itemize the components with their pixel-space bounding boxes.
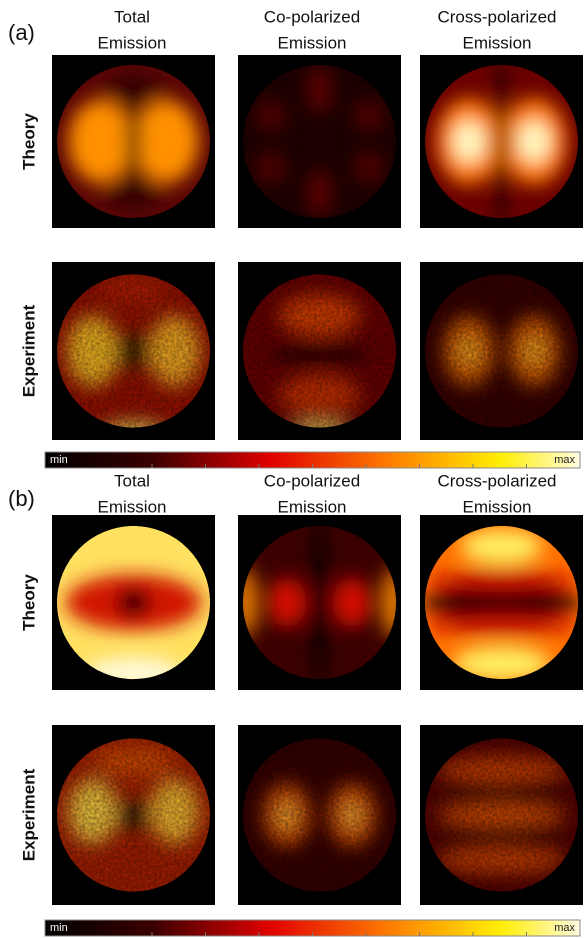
colorbar-max: max	[554, 454, 575, 466]
colorbar-max: max	[554, 922, 575, 934]
heatmap-image	[52, 725, 215, 905]
emission-lobe	[428, 613, 575, 634]
heatmap-image	[420, 515, 583, 690]
emission-lobe	[84, 658, 183, 680]
colorbar-min: min	[50, 922, 68, 934]
emission-lobe	[254, 150, 287, 185]
emission-lobe	[352, 98, 385, 133]
emission-lobe	[383, 567, 397, 638]
column-header: Cross-polarized	[437, 471, 556, 490]
speckle	[56, 274, 211, 428]
emission-pattern	[56, 274, 211, 428]
row-label: Experiment	[19, 304, 38, 397]
heatmap-image	[420, 55, 583, 228]
column-header: Emission	[278, 497, 347, 516]
emission-pattern	[424, 274, 579, 428]
panel-label: (a)	[8, 20, 35, 45]
speckle	[424, 738, 579, 892]
panel-label: (b)	[8, 486, 35, 511]
heatmap-image	[52, 262, 215, 440]
emission-lobe	[424, 588, 579, 617]
emission-pattern	[242, 738, 397, 892]
emission-lobe	[242, 567, 256, 638]
emission-blobs	[436, 64, 567, 219]
emission-lobe	[312, 525, 327, 680]
emission-lobe	[68, 99, 134, 184]
emission-lobe	[133, 99, 199, 184]
emission-pattern	[424, 738, 579, 892]
speckle	[242, 738, 397, 892]
emission-lobe	[460, 529, 543, 564]
heatmap-image	[420, 725, 583, 905]
row-label: Experiment	[19, 768, 38, 861]
emission-pattern	[242, 274, 397, 428]
emission-pattern	[424, 525, 579, 680]
emission-lobe	[267, 578, 307, 627]
column-header: Emission	[278, 33, 347, 52]
emission-pattern	[242, 525, 397, 680]
emission-pattern	[56, 525, 211, 680]
heatmap-image	[420, 262, 583, 440]
column-header: Total	[114, 7, 150, 26]
column-header: Total	[114, 471, 150, 490]
column-header: Emission	[98, 33, 167, 52]
emission-lobe	[117, 588, 150, 617]
emission-lobe	[100, 183, 167, 204]
emission-lobe	[306, 169, 333, 218]
column-header: Emission	[463, 33, 532, 52]
column-header: Co-polarized	[264, 7, 360, 26]
emission-lobe	[517, 120, 551, 163]
emission-blobs	[254, 65, 385, 218]
heatmap-image	[52, 515, 215, 690]
emission-pattern	[424, 64, 579, 219]
emission-lobe	[332, 578, 372, 627]
column-header: Cross-polarized	[437, 7, 556, 26]
emission-lobe	[126, 64, 141, 219]
speckle	[424, 274, 579, 428]
row-label: Theory	[19, 574, 38, 631]
emission-blobs	[68, 64, 199, 219]
colorbar-min: min	[50, 454, 68, 466]
heatmap-image	[238, 55, 401, 228]
emission-pattern	[56, 738, 211, 892]
heatmap-image	[238, 515, 401, 690]
emission-blobs	[424, 529, 579, 680]
speckle	[56, 738, 211, 892]
emission-pattern	[242, 64, 397, 219]
column-header: Emission	[463, 497, 532, 516]
emission-lobe	[352, 150, 385, 185]
emission-blobs	[65, 574, 202, 680]
emission-lobe	[452, 646, 551, 680]
emission-lobe	[452, 120, 486, 163]
heatmap-image	[238, 725, 401, 905]
emission-lobe	[254, 98, 287, 133]
emission-lobe	[100, 79, 167, 100]
heatmap-image	[238, 262, 401, 440]
speckle	[242, 274, 397, 428]
emission-lobe	[306, 65, 333, 114]
row-label: Theory	[19, 113, 38, 170]
column-header: Co-polarized	[264, 471, 360, 490]
emission-lobe	[428, 571, 575, 592]
column-header: Emission	[98, 497, 167, 516]
emission-blobs	[242, 525, 397, 680]
emission-pattern	[56, 64, 211, 219]
emission-lobe	[496, 64, 507, 219]
heatmap-image	[52, 55, 215, 228]
